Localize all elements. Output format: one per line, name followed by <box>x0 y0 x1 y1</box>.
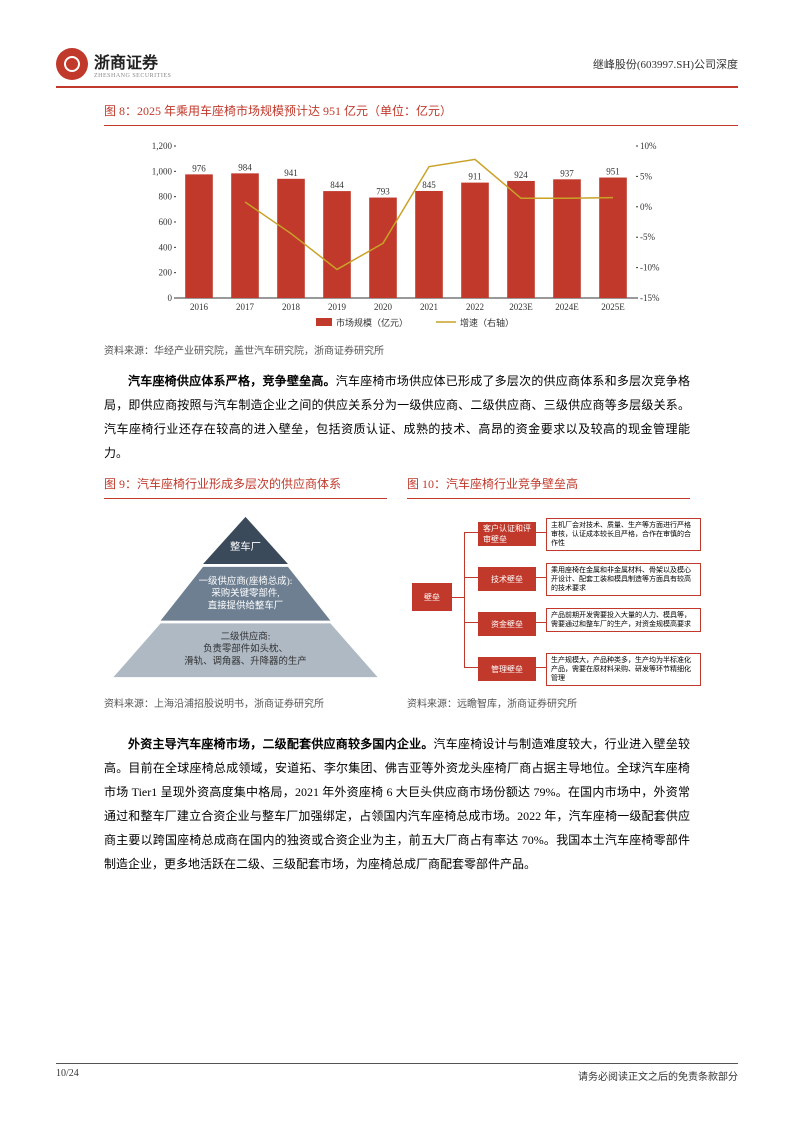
company-name-en: ZHESHANG SECURITIES <box>94 73 171 79</box>
svg-text:2023E: 2023E <box>509 302 533 312</box>
svg-text:2016: 2016 <box>190 302 209 312</box>
svg-text:2019: 2019 <box>328 302 347 312</box>
svg-text:一级供应商(座椅总成):: 一级供应商(座椅总成): <box>199 575 293 587</box>
para2-body: 汽车座椅设计与制造难度较大，行业进入壁垒较高。目前在全球座椅总成领域，安道拓、李… <box>104 737 690 871</box>
svg-text:2018: 2018 <box>282 302 301 312</box>
svg-text:2021: 2021 <box>420 302 438 312</box>
svg-text:0: 0 <box>168 293 173 303</box>
fig10-diagram: 壁垒客户认证和评审壁垒主机厂会对技术、质量、生产等方面进行严格审核，认证成本较长… <box>407 507 690 687</box>
svg-text:-5%: -5% <box>640 232 655 242</box>
svg-text:10%: 10% <box>640 141 657 151</box>
fig9-pyramid: 整车厂一级供应商(座椅总成):采购关键零部件,直接提供给整车厂二级供应商:负责零… <box>104 507 387 687</box>
page-number: 10/24 <box>56 1068 79 1083</box>
svg-text:845: 845 <box>422 180 436 190</box>
para2-lead: 外资主导汽车座椅市场，二级配套供应商较多国内企业。 <box>128 737 434 751</box>
svg-text:2024E: 2024E <box>555 302 579 312</box>
svg-text:市场规模（亿元）: 市场规模（亿元） <box>336 317 408 328</box>
svg-text:2020: 2020 <box>374 302 393 312</box>
svg-text:937: 937 <box>560 168 574 178</box>
company-name-cn: 浙商证券 <box>94 55 158 72</box>
svg-text:984: 984 <box>238 162 252 172</box>
fig8-source: 资料来源：华经产业研究院，盖世汽车研究院，浙商证券研究所 <box>104 342 738 357</box>
svg-text:924: 924 <box>514 170 528 180</box>
paragraph-2: 外资主导汽车座椅市场，二级配套供应商较多国内企业。汽车座椅设计与制造难度较大，行… <box>104 732 690 876</box>
svg-text:增速（右轴）: 增速（右轴） <box>460 317 514 328</box>
svg-text:整车厂: 整车厂 <box>230 540 261 553</box>
fig9-source: 资料来源：上海沿浦招股说明书，浙商证券研究所 <box>104 695 387 710</box>
svg-text:采购关键零部件,: 采购关键零部件, <box>211 587 279 599</box>
logo: 浙商证券 ZHESHANG SECURITIES <box>56 48 171 80</box>
fig8-title: 图 8：2025 年乘用车座椅市场规模预计达 951 亿元（单位：亿元） <box>104 102 738 119</box>
doc-label: 继峰股份(603997.SH)公司深度 <box>593 56 738 72</box>
svg-text:二级供应商:: 二级供应商: <box>221 630 271 642</box>
fig10-source: 资料来源：远瞻智库，浙商证券研究所 <box>407 695 690 710</box>
svg-text:-10%: -10% <box>640 263 660 273</box>
svg-text:844: 844 <box>330 180 344 190</box>
svg-text:-15%: -15% <box>640 293 660 303</box>
svg-text:5%: 5% <box>640 171 653 181</box>
svg-text:200: 200 <box>159 268 173 278</box>
divider <box>407 498 690 499</box>
disclaimer-note: 请务必阅读正文之后的免责条款部分 <box>578 1068 738 1083</box>
svg-text:0%: 0% <box>640 202 653 212</box>
fig8-chart: 0 200 400 600 800 1,000 1,200 -15% -10% -5% 0% 5% 10… <box>136 134 676 334</box>
svg-text:1,000: 1,000 <box>152 166 173 176</box>
svg-text:941: 941 <box>284 168 298 178</box>
para1-lead: 汽车座椅供应体系严格，竞争壁垒高。 <box>128 374 336 388</box>
divider <box>104 125 738 126</box>
svg-text:400: 400 <box>159 242 173 252</box>
page-footer: 10/24 请务必阅读正文之后的免责条款部分 <box>56 1063 738 1083</box>
svg-text:600: 600 <box>159 217 173 227</box>
page-header: 浙商证券 ZHESHANG SECURITIES 继峰股份(603997.SH)… <box>56 48 738 88</box>
svg-text:976: 976 <box>192 163 206 173</box>
fig9-title: 图 9：汽车座椅行业形成多层次的供应商体系 <box>104 475 387 492</box>
svg-text:2017: 2017 <box>236 302 255 312</box>
svg-text:1,200: 1,200 <box>152 141 173 151</box>
svg-text:793: 793 <box>376 187 390 197</box>
svg-text:2025E: 2025E <box>601 302 625 312</box>
svg-text:2022: 2022 <box>466 302 484 312</box>
fig10-title: 图 10：汽车座椅行业竞争壁垒高 <box>407 475 690 492</box>
svg-text:800: 800 <box>159 192 173 202</box>
divider <box>104 498 387 499</box>
svg-text:负责零部件如头枕、: 负责零部件如头枕、 <box>203 643 288 655</box>
logo-icon <box>56 48 88 80</box>
svg-text:911: 911 <box>468 172 481 182</box>
paragraph-1: 汽车座椅供应体系严格，竞争壁垒高。汽车座椅市场供应体已形成了多层次的供应商体系和… <box>104 369 690 465</box>
svg-text:滑轨、调角器、升降器的生产: 滑轨、调角器、升降器的生产 <box>184 655 306 667</box>
svg-text:直接提供给整车厂: 直接提供给整车厂 <box>208 599 283 611</box>
svg-text:951: 951 <box>606 167 620 177</box>
